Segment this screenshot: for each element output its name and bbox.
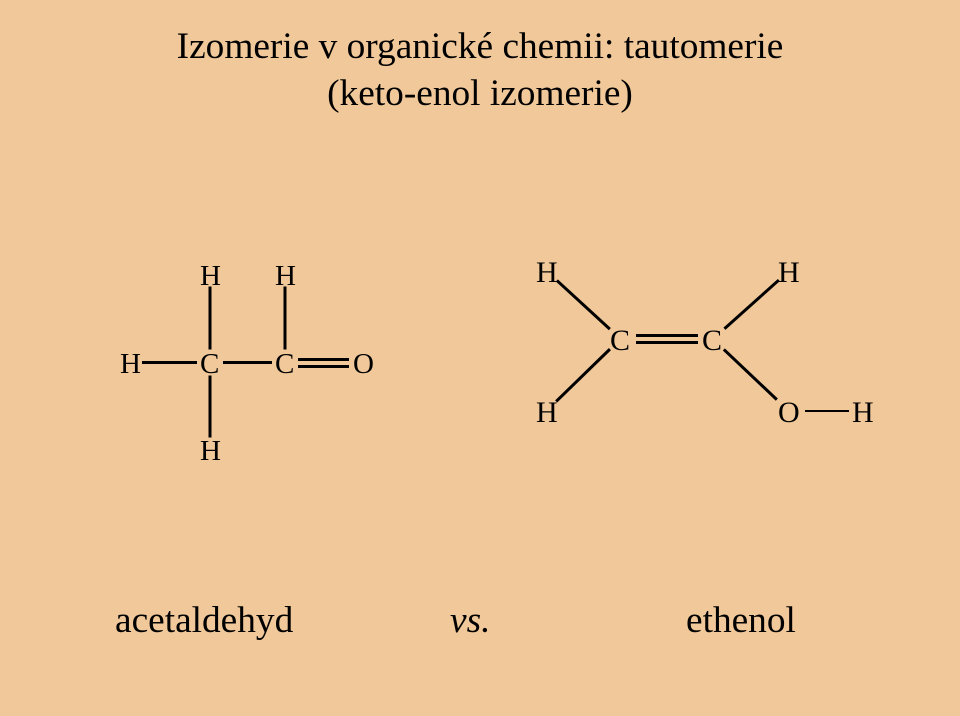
atom-o: O [778, 396, 800, 430]
atom-h: H [778, 256, 800, 290]
title-line-1: Izomerie v organické chemii: tautomerie [177, 26, 784, 67]
label-vs: vs. [450, 599, 490, 642]
bond [723, 348, 778, 400]
atom-h: H [536, 396, 558, 430]
bond [636, 341, 698, 344]
acetaldehyde-structure: H H H C C O H [120, 260, 385, 470]
atom-h: H [536, 256, 558, 290]
atom-h: H [852, 396, 874, 430]
bond [209, 376, 212, 438]
ethenol-structure: H H C C H O H [532, 256, 862, 456]
bond [209, 286, 212, 349]
bond [223, 361, 272, 364]
bond [298, 358, 348, 361]
bond [636, 334, 698, 337]
slide: Izomerie v organické chemii: tautomerie … [0, 0, 960, 716]
bond [805, 410, 849, 413]
bond [723, 279, 779, 330]
title: Izomerie v organické chemii: tautomerie … [60, 24, 900, 117]
atom-c: C [702, 324, 722, 358]
title-line-2: (keto-enol izomerie) [60, 71, 900, 118]
atom-o: O [353, 348, 374, 381]
bond [142, 361, 197, 364]
label-ethenol: ethenol [686, 599, 796, 642]
bond [556, 349, 611, 403]
atom-h: H [200, 435, 221, 468]
atom-c: C [610, 324, 630, 358]
bond [556, 279, 611, 330]
atom-h: H [120, 348, 141, 381]
label-acetaldehyd: acetaldehyd [115, 599, 293, 642]
bond [298, 365, 348, 368]
bond [284, 286, 287, 349]
atom-c: C [275, 348, 294, 381]
